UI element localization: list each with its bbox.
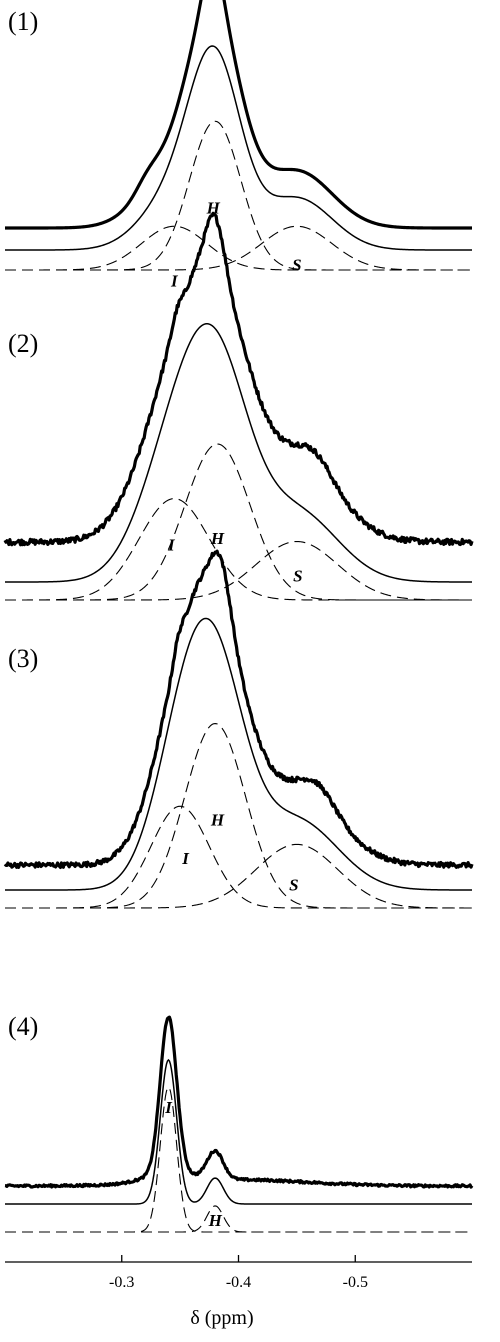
component-curve-I (5, 1086, 472, 1233)
panel-label: (4) (8, 1012, 38, 1041)
peak-label-I: I (167, 536, 176, 555)
peak-label-H: H (206, 198, 221, 217)
component-curve-I (5, 805, 472, 909)
panel-label: (1) (8, 7, 38, 36)
experimental-spectrum (4, 1015, 474, 1189)
peak-label-I: I (170, 271, 179, 290)
x-axis-title: δ (ppm) (190, 1307, 253, 1329)
panel-label: (3) (8, 644, 38, 673)
component-curve-S (5, 225, 472, 271)
peak-label-S: S (292, 255, 301, 274)
component-curve-H (5, 443, 472, 601)
panel-3: (3) I H S (3, 549, 474, 909)
fitted-sum-curve (5, 45, 472, 251)
panel-2: (2) I H S (3, 211, 474, 601)
experimental-spectrum (3, 211, 474, 547)
peak-label-H: H (210, 529, 225, 548)
x-tick-label: -0.5 (343, 1274, 368, 1291)
peak-label-H: H (210, 811, 225, 830)
component-curve-I (5, 225, 472, 271)
panel-label: (2) (8, 329, 38, 358)
component-curve-H (5, 723, 472, 909)
x-axis-ticks: -0.3 -0.4 -0.5 (109, 1255, 368, 1291)
x-tick-label: -0.4 (226, 1274, 251, 1291)
component-curve-S (5, 540, 472, 601)
fitted-sum-curve (5, 1058, 472, 1205)
x-axis: -0.3 -0.4 -0.5 δ (ppm) (5, 1255, 472, 1329)
component-curve-H (5, 120, 472, 271)
peak-label-S: S (289, 875, 298, 894)
component-curve-I (5, 498, 472, 601)
peak-label-I: I (164, 1098, 173, 1117)
peak-label-H: H (208, 1211, 223, 1230)
component-curve-S (5, 843, 472, 909)
experimental-spectrum (3, 549, 474, 869)
fitted-sum-curve (5, 323, 472, 583)
panel-4: (4) I H (4, 1012, 474, 1233)
panel-1: (1) I H S (4, 0, 473, 290)
spectra-panels: (1) I H S (2) I H S (3) I H S (4) I H (3, 0, 474, 1233)
component-curve-H (5, 1205, 472, 1233)
fitted-sum-curve (5, 617, 472, 891)
x-tick-label: -0.3 (109, 1274, 134, 1291)
peak-label-S: S (293, 567, 302, 586)
peak-label-I: I (181, 849, 190, 868)
experimental-spectrum (4, 0, 473, 230)
